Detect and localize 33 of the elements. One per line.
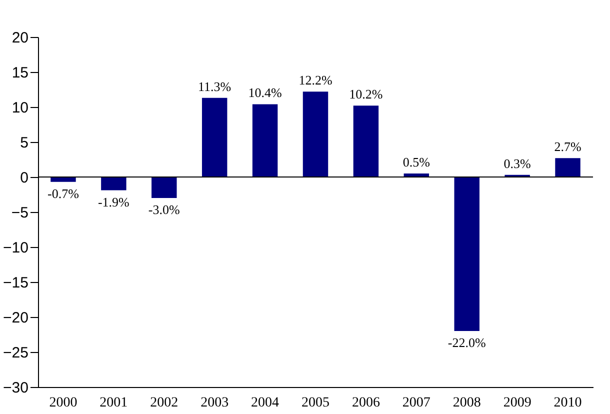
y-tick-label: −25 bbox=[3, 344, 28, 362]
x-tick-label: 2004 bbox=[251, 396, 280, 410]
x-tick-label: 2008 bbox=[452, 396, 481, 410]
y-tick-label: −30 bbox=[3, 380, 28, 396]
x-tick-label: 2007 bbox=[402, 396, 430, 410]
x-tick-label: 2006 bbox=[352, 396, 380, 410]
data-label: -3.0% bbox=[148, 202, 180, 217]
y-tick-label: −5 bbox=[11, 204, 28, 222]
y-tick-label: −10 bbox=[3, 240, 28, 256]
x-tick-label: 2005 bbox=[302, 396, 330, 410]
x-tick-label: 2009 bbox=[503, 396, 532, 410]
y-tick-label: −15 bbox=[3, 274, 28, 292]
data-label: 0.3% bbox=[504, 156, 532, 171]
y-tick-label: 0 bbox=[20, 170, 28, 186]
data-label: -22.0% bbox=[448, 335, 486, 350]
data-label: 2.7% bbox=[554, 139, 582, 154]
x-tick-label: 2001 bbox=[100, 396, 128, 410]
x-tick-label: 2010 bbox=[554, 396, 582, 410]
data-label: 11.3% bbox=[198, 78, 232, 94]
x-tick-label: 2003 bbox=[200, 396, 229, 410]
y-tick-label: −20 bbox=[3, 310, 28, 326]
data-label: -0.7% bbox=[48, 186, 80, 201]
x-tick-label: 2000 bbox=[49, 396, 78, 410]
y-tick-label: 5 bbox=[20, 134, 28, 152]
y-tick-label: 15 bbox=[12, 64, 28, 82]
data-label: 10.2% bbox=[349, 86, 383, 102]
y-tick-label: 10 bbox=[12, 100, 28, 116]
data-label: 0.5% bbox=[402, 154, 430, 170]
data-label: 10.4% bbox=[248, 85, 282, 100]
x-tick-label: 2002 bbox=[150, 396, 178, 410]
data-label: -1.9% bbox=[98, 194, 130, 210]
y-tick-label: 20 bbox=[12, 30, 28, 46]
data-label: 12.2% bbox=[298, 72, 332, 88]
